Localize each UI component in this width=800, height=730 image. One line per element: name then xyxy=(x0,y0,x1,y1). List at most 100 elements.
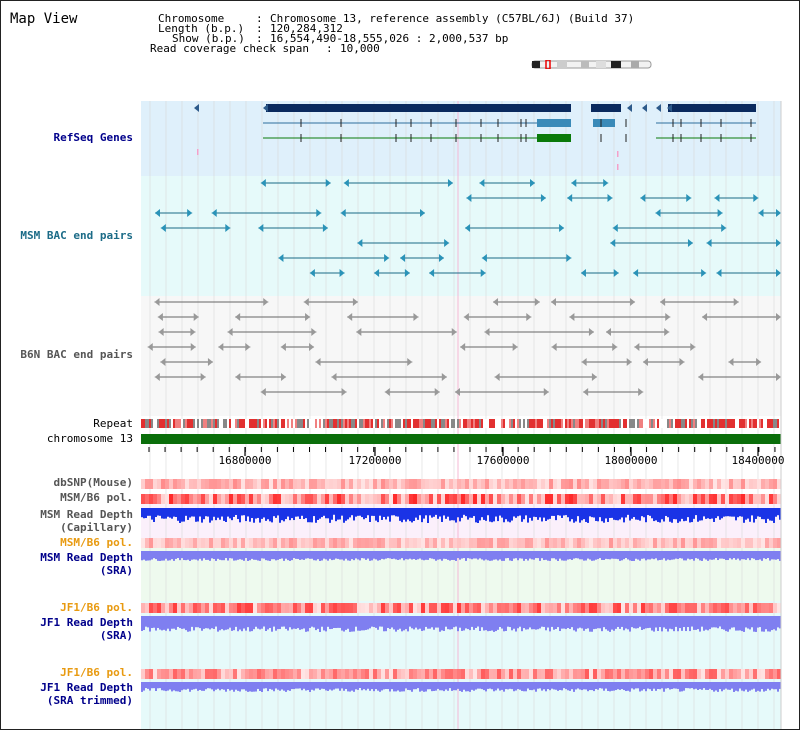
heat-cell xyxy=(749,603,753,613)
depth-bar xyxy=(647,616,649,629)
repeat-mark xyxy=(351,419,353,428)
track-label-msm-b6-pol[interactable]: MSM/B6 pol. xyxy=(60,491,133,504)
chromosome-ideogram[interactable] xyxy=(531,54,652,70)
track-label-jf1-b6-pol-trimmed[interactable]: JF1/B6 pol. xyxy=(60,666,133,679)
heat-cell xyxy=(441,479,445,489)
track-label-dbsnp[interactable]: dbSNP(Mouse) xyxy=(53,476,133,489)
repeat-mark xyxy=(471,419,473,428)
track-label-b6n-bac[interactable]: B6N BAC end pairs xyxy=(20,348,133,361)
heat-cell xyxy=(593,669,597,679)
depth-bar xyxy=(641,551,643,559)
heat-cell xyxy=(605,603,609,613)
bac-end-icon xyxy=(258,224,264,232)
depth-bar xyxy=(211,508,213,521)
heat-cell xyxy=(737,538,741,548)
depth-bar xyxy=(161,682,163,691)
heat-cell xyxy=(725,538,729,548)
depth-bar xyxy=(685,551,687,561)
axis-tick-label: 18000000 xyxy=(604,454,658,467)
heat-cell xyxy=(729,669,733,679)
track-label-msm-depth-capillary[interactable]: MSM Read Depth xyxy=(40,508,133,521)
depth-bar xyxy=(559,616,561,632)
heat-cell xyxy=(225,479,229,489)
depth-bar xyxy=(355,508,357,517)
depth-bar xyxy=(355,551,357,559)
heat-cell xyxy=(585,494,589,504)
depth-bar xyxy=(709,551,711,560)
depth-bar xyxy=(497,682,499,689)
depth-bar xyxy=(741,508,743,517)
depth-bar xyxy=(651,508,653,519)
track-label-repeat[interactable]: Repeat xyxy=(93,417,133,430)
repeat-mark xyxy=(451,419,453,428)
depth-bar xyxy=(547,551,549,561)
heat-cell xyxy=(165,669,169,679)
heat-cell xyxy=(505,603,509,613)
heat-cell xyxy=(689,479,693,489)
depth-bar xyxy=(361,551,363,559)
bac-end-icon xyxy=(245,343,251,351)
heat-cell xyxy=(381,603,385,613)
heat-cell xyxy=(441,494,445,504)
depth-bar xyxy=(383,508,385,517)
repeat-mark xyxy=(603,419,605,428)
track-label-msm-depth-sra[interactable]: MSM Read Depth xyxy=(40,551,133,564)
heat-cell xyxy=(429,538,433,548)
depth-bar xyxy=(219,551,221,560)
depth-bar xyxy=(269,508,271,522)
depth-bar xyxy=(739,508,741,517)
bac-end-icon xyxy=(479,179,485,187)
depth-bar xyxy=(595,551,597,560)
depth-bar xyxy=(373,508,375,516)
track-label-chromosome[interactable]: chromosome 13 xyxy=(46,432,133,445)
depth-bar xyxy=(723,682,725,690)
heat-cell xyxy=(281,603,285,613)
repeat-mark xyxy=(205,419,207,428)
depth-bar xyxy=(417,682,419,689)
depth-bar xyxy=(679,682,681,692)
depth-bar xyxy=(297,682,299,689)
bac-end-icon xyxy=(613,269,619,277)
repeat-mark xyxy=(409,419,411,428)
depth-bar xyxy=(709,508,711,520)
bac-end-icon xyxy=(352,298,358,306)
heat-cell xyxy=(321,479,325,489)
depth-bar xyxy=(705,508,707,519)
depth-bar xyxy=(437,682,439,689)
depth-bar xyxy=(399,616,401,629)
repeat-mark xyxy=(427,419,429,428)
depth-bar xyxy=(315,682,317,689)
depth-bar xyxy=(193,682,195,690)
heat-cell xyxy=(345,538,349,548)
depth-bar xyxy=(573,551,575,559)
track-label-jf1-b6-pol[interactable]: JF1/B6 pol. xyxy=(60,601,133,614)
track-label-jf1-depth-trimmed[interactable]: JF1 Read Depth xyxy=(40,681,133,694)
depth-bar xyxy=(539,616,541,629)
depth-bar xyxy=(335,616,337,629)
track-label-jf1-depth-sra[interactable]: JF1 Read Depth xyxy=(40,616,133,629)
heat-cell xyxy=(765,479,769,489)
track-label-msm-bac[interactable]: MSM BAC end pairs xyxy=(20,229,133,242)
repeat-mark xyxy=(463,419,465,428)
repeat-mark xyxy=(407,419,409,428)
depth-bar xyxy=(377,682,379,691)
depth-bar xyxy=(263,682,265,689)
repeat-mark xyxy=(261,419,263,428)
heat-cell xyxy=(649,538,653,548)
heat-cell xyxy=(253,669,257,679)
heat-cell xyxy=(141,494,145,504)
depth-bar xyxy=(307,616,309,632)
depth-bar xyxy=(649,616,651,628)
track-label-msm-b6-pol-sra[interactable]: MSM/B6 pol. xyxy=(60,536,133,549)
depth-bar xyxy=(671,508,673,523)
depth-bar xyxy=(477,616,479,627)
depth-bar xyxy=(647,508,649,516)
depth-bar xyxy=(259,616,261,630)
heat-cell xyxy=(505,538,509,548)
heat-cell xyxy=(617,603,621,613)
track-label-refseq[interactable]: RefSeq Genes xyxy=(53,131,133,144)
depth-bar xyxy=(513,682,515,692)
repeat-mark xyxy=(747,419,749,428)
bac-end-icon xyxy=(331,373,337,381)
